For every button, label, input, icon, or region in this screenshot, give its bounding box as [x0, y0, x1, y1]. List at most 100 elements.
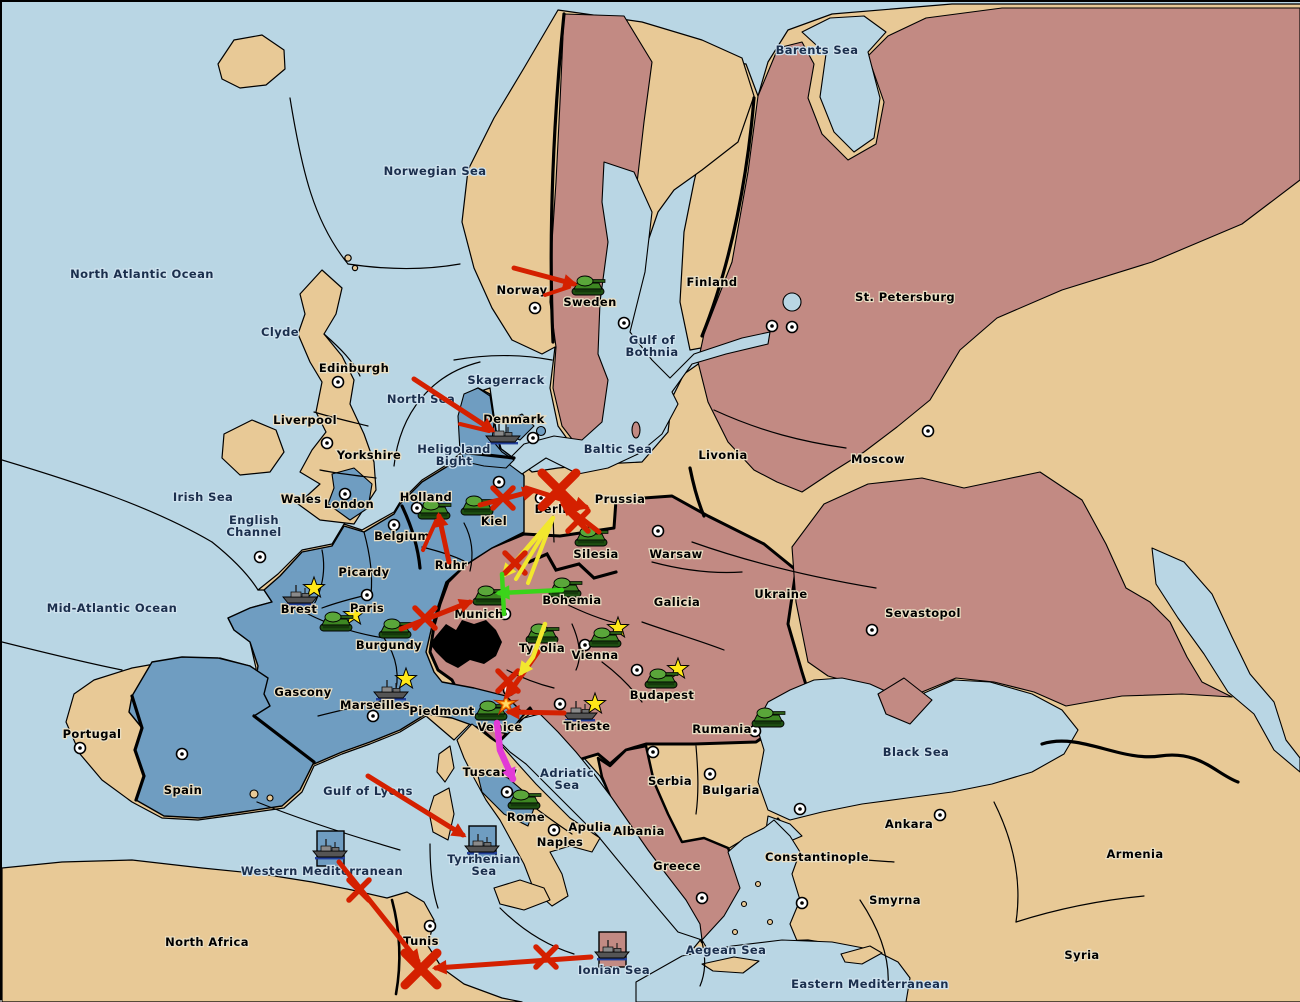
label-serbia: Serbia: [648, 774, 692, 788]
failed-move-x: [533, 944, 559, 970]
supply-center-edinburgh[interactable]: [331, 375, 345, 389]
supply-center-norway[interactable]: [528, 301, 542, 315]
failed-move-x: [495, 668, 521, 694]
unit-army-rumania[interactable]: [751, 707, 786, 728]
unit-army-munich[interactable]: [472, 585, 507, 606]
label-picardy: Picardy: [338, 565, 389, 579]
unit-army-budapest[interactable]: [644, 668, 679, 689]
supply-center-naples[interactable]: [547, 823, 561, 837]
supply-center-trieste[interactable]: [553, 697, 567, 711]
label-warsaw: Warsaw: [649, 547, 702, 561]
label-barents-sea: Barents Sea: [776, 43, 859, 57]
unit-fleet-marseilles[interactable]: [373, 680, 409, 701]
label-london: London: [324, 497, 374, 511]
supply-center-warsaw[interactable]: [651, 524, 665, 538]
label-rumania: Rumania: [692, 722, 751, 736]
failed-move-x: [412, 605, 438, 631]
unit-fleet-tyrrhenian-sea[interactable]: [464, 825, 500, 862]
label-smyrna: Smyrna: [869, 893, 921, 907]
label-naples: Naples: [537, 835, 584, 849]
label-trieste: Trieste: [564, 719, 611, 733]
supply-center-rome[interactable]: [500, 785, 514, 799]
label-paris: Paris: [350, 601, 384, 615]
switzerland-impassable: [430, 620, 502, 668]
orders-arrows-layer: [336, 265, 602, 975]
supply-center-greece[interactable]: [695, 891, 709, 905]
label-kiel: Kiel: [481, 514, 507, 528]
failed-move-x: [346, 877, 372, 903]
arrow-attack-holland-b: [421, 519, 438, 552]
label-albania: Albania: [613, 824, 665, 838]
supply-center-sevastopol[interactable]: [865, 623, 879, 637]
supply-center-kiel[interactable]: [492, 475, 506, 489]
label-norway: Norway: [496, 283, 547, 297]
supply-center-st-petersburg[interactable]: [765, 319, 779, 333]
failed-move-x: [490, 485, 516, 511]
supply-center-finland[interactable]: [785, 320, 799, 334]
arrow-tyrolia-to-venice-yellow: [518, 621, 548, 677]
arrow-green-support-bar: [499, 571, 507, 617]
supply-center-vienna[interactable]: [578, 638, 592, 652]
build-star-paris: [342, 602, 366, 626]
label-brest: Brest: [281, 602, 318, 616]
supply-center-denmark[interactable]: [526, 431, 540, 445]
supply-center-paris[interactable]: [360, 588, 374, 602]
arrow-berlin-fan-yellow-b: [514, 516, 555, 581]
arrow-burgundy-to-munich-failed: [398, 599, 474, 632]
label-western-mediterranean: Western Mediterranean: [241, 864, 403, 878]
label-eastern-mediterranean: Eastern Mediterranean: [791, 977, 949, 991]
unit-army-paris[interactable]: [319, 611, 354, 632]
supply-center-bulgaria[interactable]: [703, 767, 717, 781]
label-prussia: Prussia: [595, 492, 645, 506]
unit-army-holland[interactable]: [417, 499, 452, 520]
arrow-trieste-to-venice: [504, 704, 567, 720]
label-edinburgh: Edinburgh: [319, 361, 389, 375]
supply-center-brest[interactable]: [253, 550, 267, 564]
supply-center-marseilles[interactable]: [366, 709, 380, 723]
unit-army-burgundy[interactable]: [378, 618, 413, 639]
territory-ownership-layer: [128, 7, 1300, 944]
label-finland: Finland: [687, 275, 738, 289]
unit-army-sweden[interactable]: [571, 275, 606, 296]
supply-center-sweden[interactable]: [617, 316, 631, 330]
label-portugal: Portugal: [63, 727, 122, 741]
unit-fleet-brest[interactable]: [282, 585, 318, 606]
explosions-layer: [492, 690, 520, 716]
label-tunis: Tunis: [403, 934, 439, 948]
unit-fleet-trieste[interactable]: [562, 701, 598, 722]
arrow-support-denmark: [458, 422, 491, 433]
supply-center-ankara[interactable]: [933, 808, 947, 822]
supply-center-budapest[interactable]: [630, 663, 644, 677]
label-ankara: Ankara: [885, 817, 933, 831]
unit-fleet-denmark[interactable]: [485, 424, 521, 445]
label-denmark: Denmark: [483, 412, 544, 426]
supply-center-constantinople[interactable]: [793, 802, 807, 816]
arrow-berlin-fan-yellow-c: [526, 516, 555, 585]
supply-center-serbia[interactable]: [646, 745, 660, 759]
supply-center-liverpool[interactable]: [320, 436, 334, 450]
arrow-silesia-to-berlin-failed: [559, 501, 602, 535]
unit-army-rome[interactable]: [507, 789, 542, 810]
supply-center-smyrna[interactable]: [795, 896, 809, 910]
supply-center-spain[interactable]: [175, 747, 189, 761]
label-aegean-sea: Aegean Sea: [686, 943, 767, 957]
label-north-atlantic-ocean: North Atlantic Ocean: [70, 267, 214, 281]
label-holland: Holland: [400, 490, 452, 504]
supply-center-belgium[interactable]: [387, 518, 401, 532]
unit-army-vienna[interactable]: [588, 627, 623, 648]
unit-fleet-ionian-sea[interactable]: [594, 931, 630, 968]
supply-center-portugal[interactable]: [73, 741, 87, 755]
supply-center-tunis[interactable]: [423, 919, 437, 933]
label-tuscany: Tuscany: [463, 765, 518, 779]
label-bohemia: Bohemia: [542, 593, 601, 607]
supply-center-london[interactable]: [338, 487, 352, 501]
label-budapest: Budapest: [630, 688, 695, 702]
label-liverpool: Liverpool: [273, 413, 337, 427]
unit-fleet-western-mediterranean[interactable]: [312, 830, 348, 867]
label-syria: Syria: [1064, 948, 1099, 962]
supply-center-moscow[interactable]: [921, 424, 935, 438]
label-apulia: Apulia: [568, 820, 611, 834]
label-greece: Greece: [653, 859, 701, 873]
label-sevastopol: Sevastopol: [885, 606, 961, 620]
